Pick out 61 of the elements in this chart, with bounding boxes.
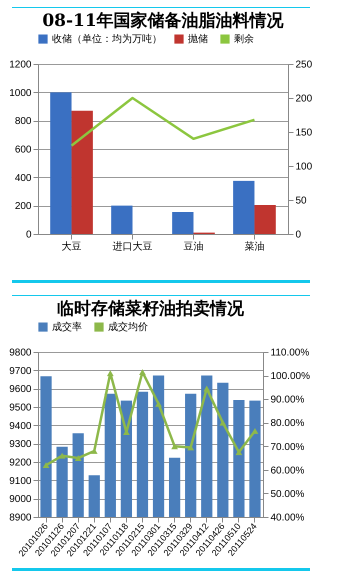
bar: [111, 206, 133, 234]
legend-label: 成交率: [52, 321, 82, 334]
y2-tick-label: 70.00%: [270, 442, 305, 453]
y2-tick-label: 0: [296, 230, 302, 240]
y2-tick-label: 80.00%: [270, 418, 305, 430]
y-tick-label: 600: [14, 144, 32, 156]
y2-tick-label: 60.00%: [270, 465, 305, 476]
y2-tick-label: 50: [296, 196, 308, 206]
point: [187, 444, 194, 450]
point: [58, 452, 66, 459]
point: [106, 370, 114, 376]
bar: [254, 204, 276, 234]
point: [236, 449, 242, 456]
y2-tick-label: 100: [296, 162, 313, 172]
y-tick-label: 9400: [9, 420, 32, 432]
x-tick-label: 大豆: [62, 240, 82, 252]
y-tick-label: 1200: [9, 60, 32, 70]
y-tick-label: 9700: [9, 366, 32, 377]
bar: [233, 180, 254, 234]
legend-label: 抛储: [188, 33, 208, 46]
chart-title: 临时存储菜籽油拍卖情况: [57, 299, 245, 319]
y-tick-label: 9200: [9, 458, 32, 468]
line-series: [70, 96, 256, 147]
chart-title: 08-11年国家储备油脂油料情况: [42, 11, 285, 31]
y2-tick-label: 250: [296, 60, 313, 70]
legend-label: 成交均价: [108, 321, 148, 334]
y2-tick-label: 90.00%: [270, 394, 305, 406]
point: [219, 420, 226, 426]
x-tick-label: 菜油: [244, 240, 264, 252]
point: [203, 386, 210, 392]
y-tick-label: 9600: [9, 384, 32, 396]
point: [139, 369, 146, 375]
y-tick-label: 0: [26, 230, 32, 240]
x-tick-label: 豆油: [183, 240, 204, 252]
y-tick-label: 1000: [9, 88, 32, 99]
y-tick-label: 400: [14, 172, 32, 184]
y2-tick-label: 150: [296, 128, 313, 138]
legend-label: 收储（单位：均为万吨）: [52, 33, 162, 46]
y2-tick-label: 50.00%: [270, 488, 305, 500]
bar: [72, 110, 93, 234]
point: [42, 462, 50, 468]
point: [171, 443, 178, 450]
y-tick-label: 9500: [9, 402, 32, 414]
y-tick-label: 800: [14, 116, 32, 128]
bar: [172, 212, 194, 234]
y2-tick-label: 40.00%: [270, 512, 305, 524]
y-tick-label: 200: [14, 201, 32, 212]
bar: [50, 92, 72, 234]
y-tick-label: 9000: [9, 494, 32, 506]
legend-label: 剩余: [234, 33, 254, 46]
y-tick-label: 9300: [9, 439, 32, 450]
y2-tick-label: 100.00%: [270, 371, 310, 382]
y-tick-label: 8900: [9, 512, 32, 524]
x-tick-label: 进口大豆: [112, 240, 153, 252]
y-tick-label: 9100: [9, 476, 32, 487]
y-tick-label: 9800: [9, 348, 32, 358]
y2-tick-label: 200: [296, 94, 313, 104]
y2-tick-label: 110.00%: [270, 348, 310, 358]
point: [74, 455, 82, 461]
point: [252, 428, 258, 434]
point: [155, 400, 162, 407]
